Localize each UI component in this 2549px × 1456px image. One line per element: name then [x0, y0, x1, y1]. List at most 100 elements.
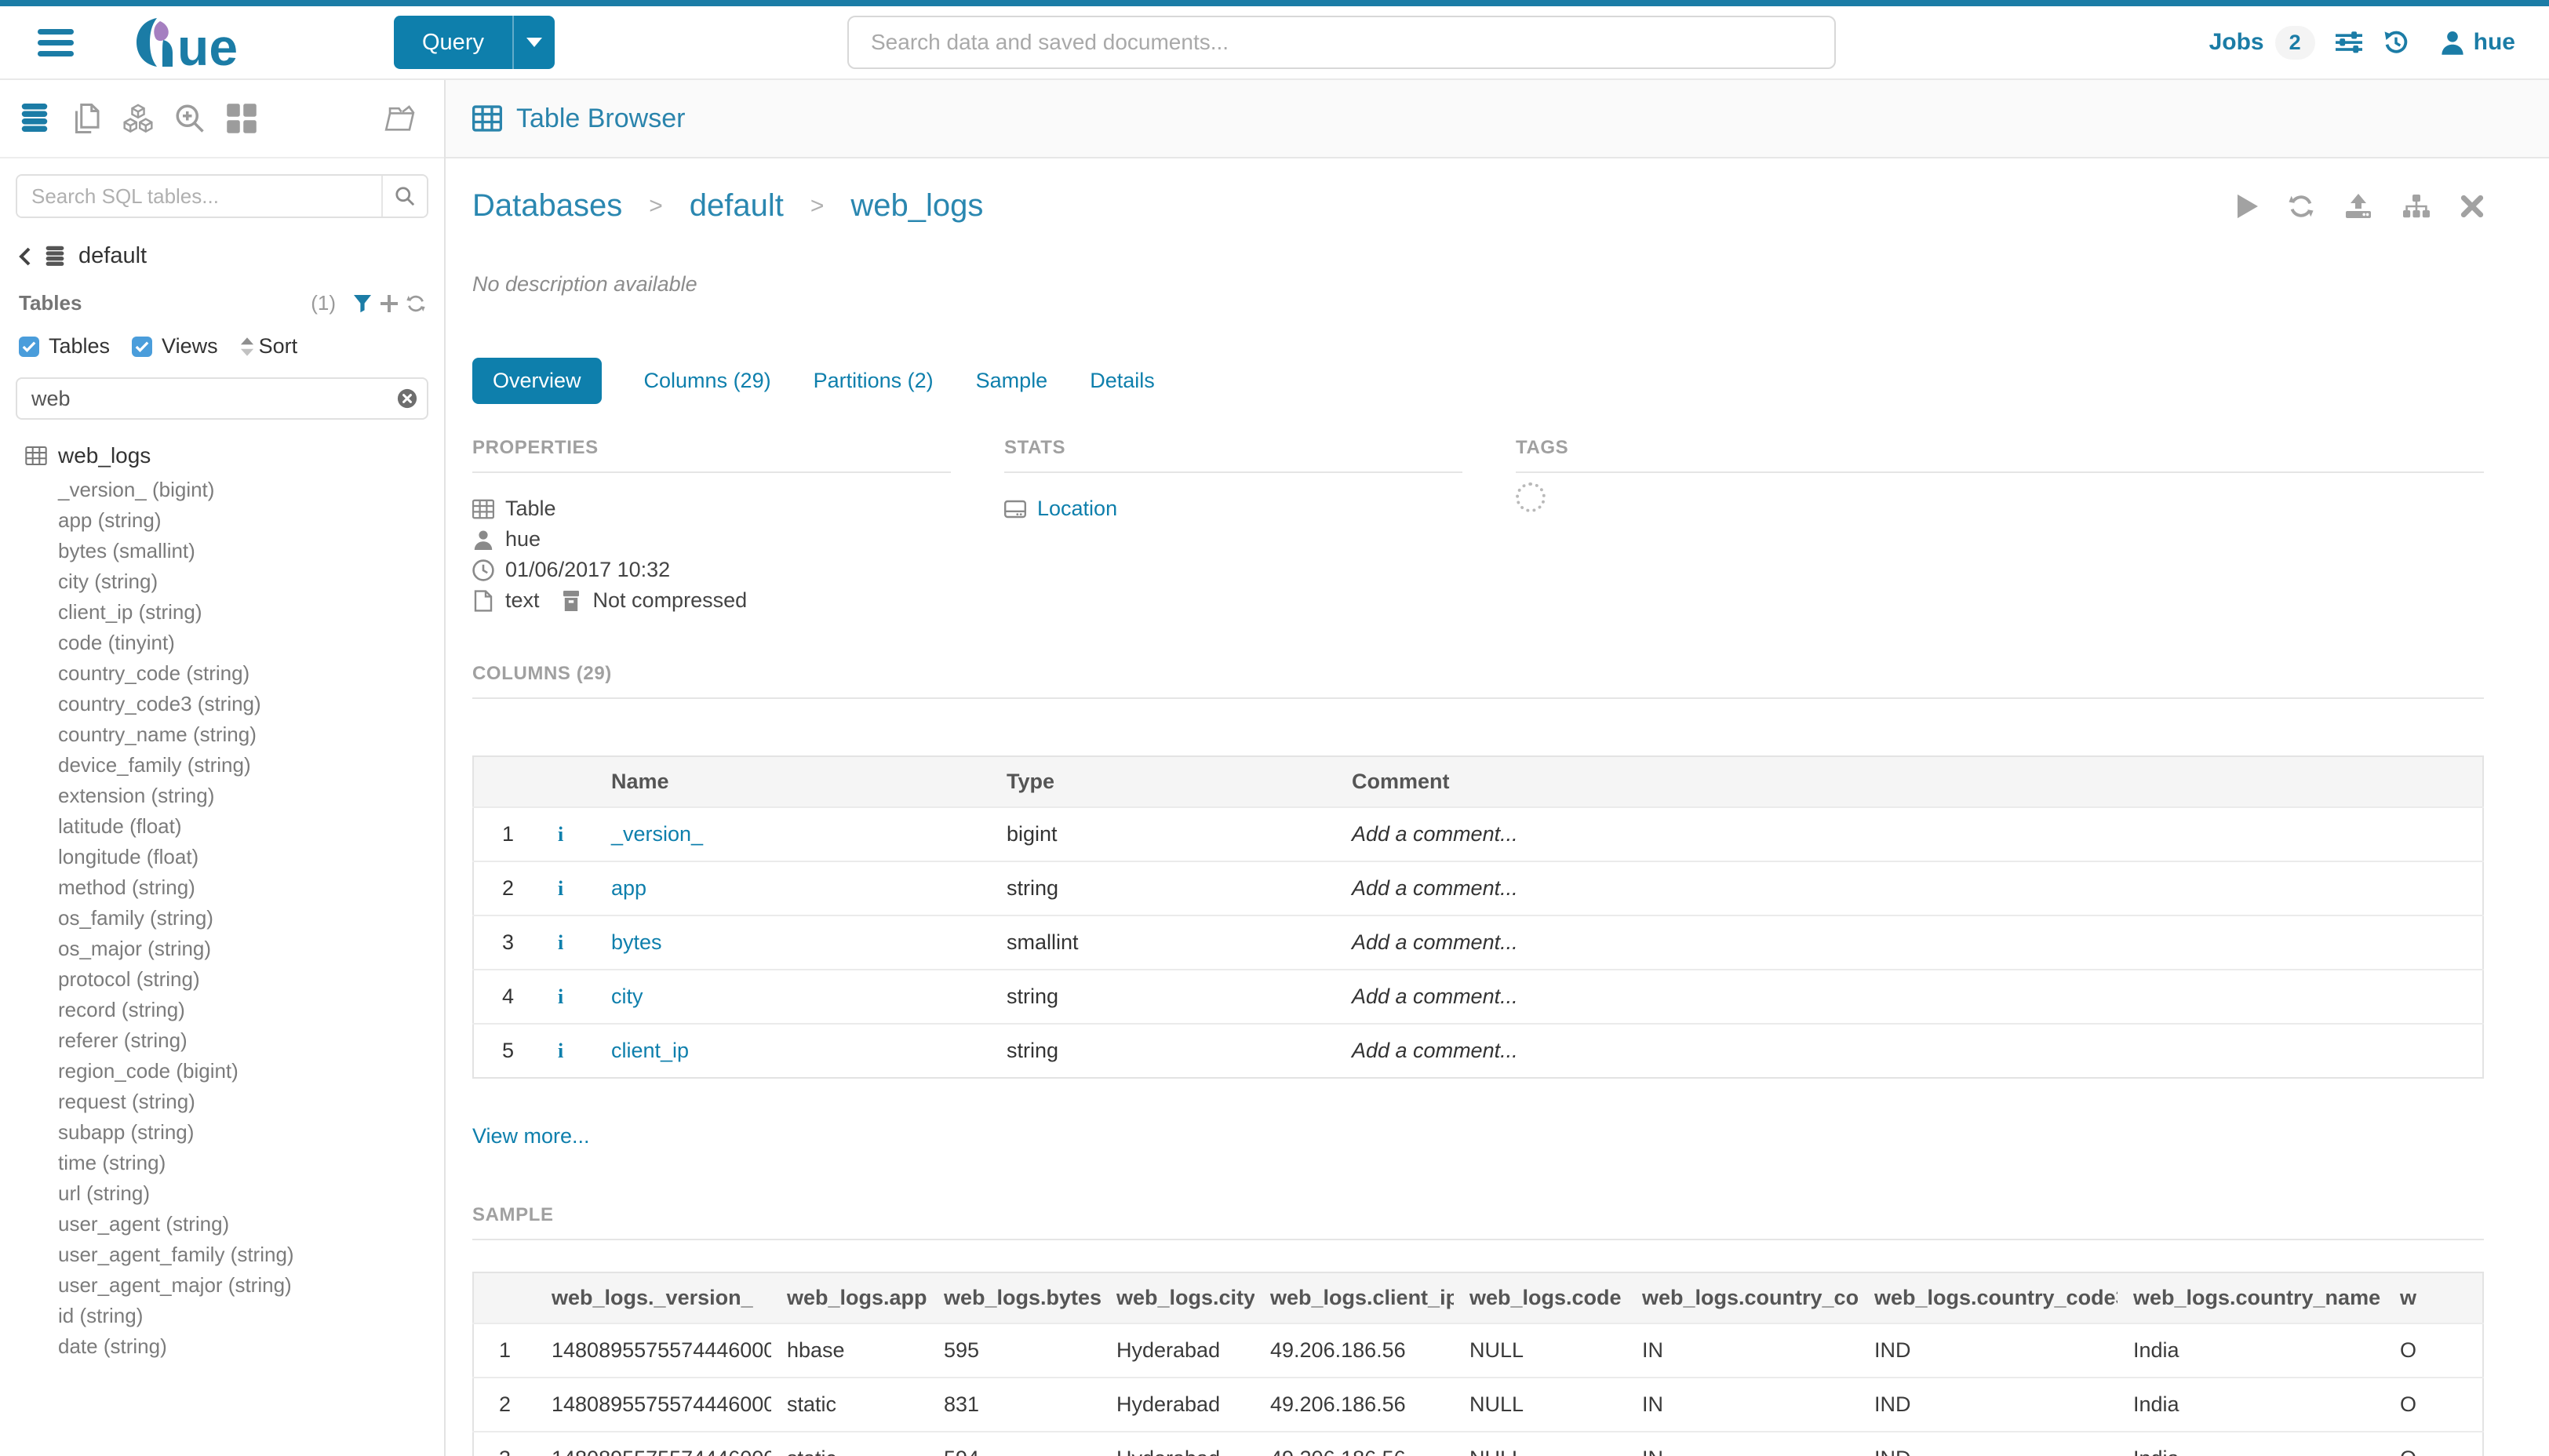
sidebar-column-item[interactable]: method (string)	[58, 875, 195, 899]
tab-overview[interactable]: Overview	[472, 358, 602, 404]
user-name: hue	[2473, 29, 2515, 55]
query-play-icon[interactable]	[2238, 194, 2258, 219]
sidebar-column-item[interactable]: longitude (float)	[58, 845, 199, 868]
tab-columns[interactable]: Columns (29)	[643, 369, 771, 392]
functions-cubes-icon[interactable]	[122, 103, 154, 134]
sample-row: 1 1480895575574446000 hbase 595 Hyderabad 49.…	[473, 1323, 2483, 1378]
sidebar-search-button[interactable]	[381, 176, 427, 217]
sidebar-column-item[interactable]: referer (string)	[58, 1028, 188, 1052]
tables-checkbox[interactable]	[19, 336, 39, 357]
database-name[interactable]: default	[78, 243, 147, 268]
query-dropdown-caret[interactable]	[512, 16, 555, 69]
column-name-link[interactable]: bytes	[611, 930, 662, 954]
sidebar-column-item[interactable]: city (string)	[58, 570, 158, 593]
refresh-tables-icon[interactable]	[406, 294, 425, 313]
views-checkbox[interactable]	[132, 336, 153, 357]
sidebar-column-item[interactable]: id (string)	[58, 1304, 144, 1327]
query-button-label[interactable]: Query	[422, 29, 484, 55]
close-icon[interactable]	[2460, 194, 2484, 219]
breadcrumb-table[interactable]: web_logs	[850, 188, 984, 223]
history-icon[interactable]	[2383, 29, 2409, 56]
filter-funnel-icon[interactable]	[353, 294, 372, 313]
global-search-input[interactable]	[847, 16, 1836, 69]
documents-assist-icon[interactable]	[71, 103, 102, 134]
sample-column-header: web_logs.app	[771, 1272, 928, 1323]
apps-grid-icon[interactable]	[226, 103, 257, 134]
sidebar-column-item[interactable]: country_name (string)	[58, 723, 257, 746]
sidebar-column-item[interactable]: subapp (string)	[58, 1120, 195, 1144]
upload-icon[interactable]	[2344, 193, 2372, 219]
sidebar-column-item[interactable]: protocol (string)	[58, 967, 200, 991]
sidebar-column-item[interactable]: client_ip (string)	[58, 600, 202, 624]
sample-cell: IN	[1626, 1377, 1859, 1432]
table-tree-label: web_logs	[58, 443, 151, 468]
sort-toggle[interactable]: Sort	[240, 334, 297, 359]
hamburger-menu-icon[interactable]	[38, 24, 74, 62]
sql-assist-icon[interactable]	[19, 103, 50, 134]
column-name-link[interactable]: client_ip	[611, 1039, 690, 1062]
tab-partitions[interactable]: Partitions (2)	[813, 369, 934, 392]
sidebar-column-item[interactable]: app (string)	[58, 508, 162, 532]
sample-cell: Hyderabad	[1101, 1323, 1254, 1378]
sidebar-column-item[interactable]: date (string)	[58, 1334, 167, 1358]
info-icon[interactable]: i	[558, 1039, 564, 1062]
search-zoom-icon[interactable]	[174, 103, 206, 134]
sidebar-column-item[interactable]: country_code (string)	[58, 661, 250, 685]
property-created-value: 01/06/2017 10:32	[505, 558, 671, 581]
sidebar-column-item[interactable]: latitude (float)	[58, 814, 182, 838]
breadcrumb-databases[interactable]: Databases	[472, 188, 623, 223]
back-chevron-icon[interactable]	[19, 247, 31, 266]
add-table-icon[interactable]	[380, 294, 399, 313]
info-icon[interactable]: i	[558, 877, 564, 900]
sidebar-column-item[interactable]: record (string)	[58, 998, 185, 1021]
sidebar-column-item[interactable]: user_agent_family (string)	[58, 1243, 294, 1266]
columns-section-heading: COLUMNS (29)	[472, 663, 612, 684]
sidebar-column-item[interactable]: user_agent (string)	[58, 1212, 230, 1236]
sidebar-column-item[interactable]: bytes (smallint)	[58, 539, 195, 562]
sidebar-column-item[interactable]: _version_ (bigint)	[58, 478, 215, 501]
sidebar-column-item[interactable]: request (string)	[58, 1090, 195, 1113]
table-filter-input[interactable]	[16, 377, 428, 420]
refresh-icon[interactable]	[2288, 194, 2314, 219]
column-type: bigint	[991, 806, 1336, 861]
table-tree-item[interactable]: web_logs	[16, 440, 428, 471]
user-menu[interactable]: hue	[2439, 29, 2515, 56]
breadcrumb: Databases > default > web_logs	[472, 188, 2484, 224]
sidebar-column-item[interactable]: url (string)	[58, 1181, 151, 1205]
folder-documents-icon[interactable]	[384, 103, 419, 134]
sidebar-column-item[interactable]: time (string)	[58, 1151, 166, 1174]
column-name-link[interactable]: city	[611, 985, 643, 1008]
column-name-link[interactable]: app	[611, 876, 647, 900]
location-link[interactable]: Location	[1037, 497, 1118, 520]
info-icon[interactable]: i	[558, 931, 564, 954]
clear-filter-icon[interactable]	[397, 388, 417, 409]
sitemap-icon[interactable]	[2402, 194, 2431, 219]
column-comment-input[interactable]: Add a comment...	[1336, 1023, 2483, 1078]
tables-header-row: Tables (1)	[19, 291, 425, 315]
tab-sample[interactable]: Sample	[975, 369, 1048, 392]
sidebar-column-item[interactable]: code (tinyint)	[58, 631, 175, 654]
sidebar-column-item[interactable]: os_major (string)	[58, 937, 212, 960]
info-icon[interactable]: i	[558, 823, 564, 846]
sidebar-column-item[interactable]: device_family (string)	[58, 753, 251, 777]
column-comment-input[interactable]: Add a comment...	[1336, 806, 2483, 861]
column-comment-input[interactable]: Add a comment...	[1336, 915, 2483, 970]
sidebar-column-item[interactable]: country_code3 (string)	[58, 692, 261, 715]
sidebar-search-input[interactable]	[17, 176, 381, 217]
column-comment-input[interactable]: Add a comment...	[1336, 969, 2483, 1024]
info-icon[interactable]: i	[558, 985, 564, 1008]
columns-header-info	[542, 756, 595, 807]
view-more-link[interactable]: View more...	[472, 1124, 590, 1148]
sidebar-column-item[interactable]: region_code (bigint)	[58, 1059, 239, 1083]
query-button[interactable]: Query	[394, 16, 555, 69]
sidebar-column-item[interactable]: extension (string)	[58, 784, 215, 807]
sidebar-column-item[interactable]: os_family (string)	[58, 906, 213, 930]
column-name-link[interactable]: _version_	[611, 822, 704, 846]
breadcrumb-database[interactable]: default	[689, 188, 784, 223]
tab-details[interactable]: Details	[1090, 369, 1155, 392]
column-comment-input[interactable]: Add a comment...	[1336, 861, 2483, 915]
jobs-link[interactable]: Jobs 2	[2209, 25, 2315, 60]
sidebar-column-item[interactable]: user_agent_major (string)	[58, 1273, 292, 1297]
sliders-icon[interactable]	[2335, 29, 2362, 56]
hue-logo[interactable]: ue	[133, 16, 271, 68]
